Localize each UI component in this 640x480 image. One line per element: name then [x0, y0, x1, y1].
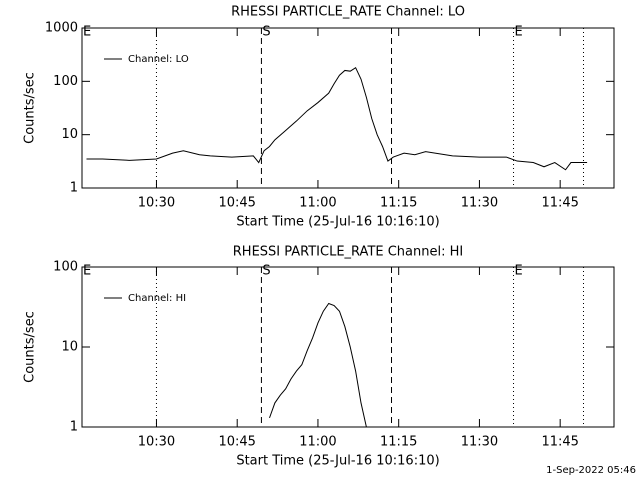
- y-tick-label: 1: [70, 420, 78, 435]
- y-axis-label: Counts/sec: [23, 72, 38, 144]
- y-tick-label: 100: [53, 74, 78, 89]
- x-tick-label: 11:30: [461, 196, 498, 211]
- x-tick-label: 10:30: [138, 196, 175, 211]
- x-tick-label: 11:45: [541, 196, 578, 211]
- marker-label: S: [262, 264, 270, 279]
- y-axis-label: Counts/sec: [23, 311, 38, 383]
- x-tick-label: 11:45: [541, 435, 578, 450]
- y-tick-label: 100: [53, 260, 78, 275]
- x-tick-label: 11:00: [299, 435, 336, 450]
- x-tick-label: 10:45: [218, 196, 255, 211]
- plot-frame: [81, 27, 615, 189]
- x-tick-label: 11:30: [461, 435, 498, 450]
- y-tick-label: 1000: [45, 21, 78, 36]
- marker-label: E: [83, 25, 91, 40]
- x-axis-label: Start Time (25-Jul-16 10:16:10): [236, 454, 439, 469]
- y-tick-label: 10: [61, 127, 78, 142]
- marker-label: E: [83, 264, 91, 279]
- plot-frame: [81, 266, 615, 428]
- x-tick-label: 10:45: [218, 435, 255, 450]
- marker-label: E: [515, 264, 523, 279]
- marker-label: S: [262, 25, 270, 40]
- series-line: [86, 66, 588, 171]
- legend-label: Channel: LO: [128, 54, 189, 65]
- x-tick-label: 11:15: [380, 196, 417, 211]
- x-tick-label: 11:15: [380, 435, 417, 450]
- marker-label: E: [515, 25, 523, 40]
- series-line: [269, 302, 367, 428]
- footer: 1-Sep-2022 05:46: [546, 465, 636, 476]
- chart-title: RHESSI PARTICLE_RATE Channel: HI: [233, 245, 463, 260]
- chart-title: RHESSI PARTICLE_RATE Channel: LO: [231, 5, 465, 20]
- legend-label: Channel: HI: [128, 293, 186, 304]
- x-tick-label: 11:00: [299, 196, 336, 211]
- y-tick-label: 10: [61, 340, 78, 355]
- y-tick-label: 1: [70, 181, 78, 196]
- x-tick-label: 10:30: [138, 435, 175, 450]
- x-axis-label: Start Time (25-Jul-16 10:16:10): [236, 215, 439, 230]
